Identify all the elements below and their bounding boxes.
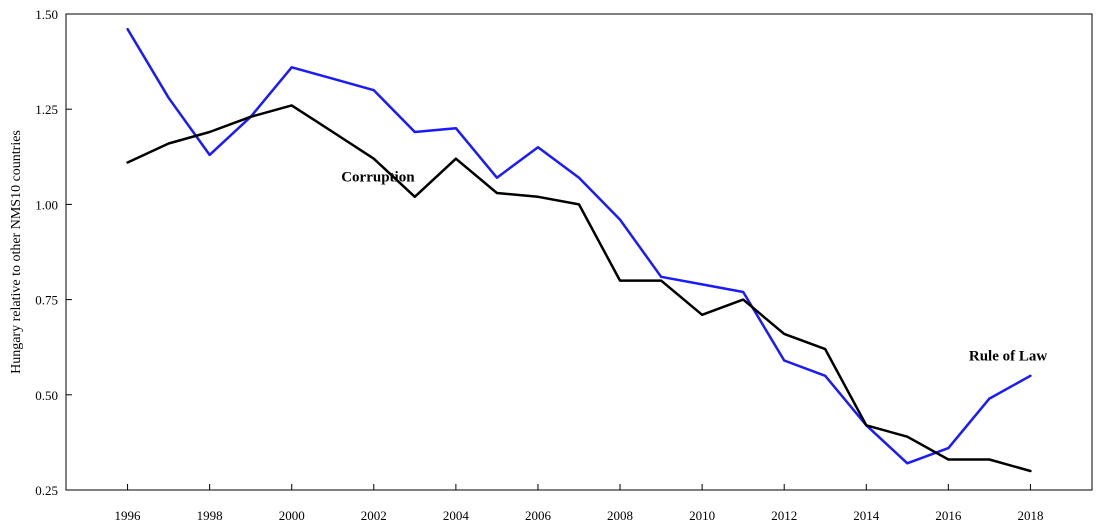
series-layer [126, 27, 1032, 473]
x-tick-label: 2016 [935, 508, 962, 523]
y-tick-label: 0.50 [35, 388, 58, 403]
y-axis-label: Hungary relative to other NMS10 countrie… [9, 130, 24, 374]
x-tick-label: 2012 [771, 508, 797, 523]
x-tick-label: 2002 [361, 508, 387, 523]
series-line-rule-of-law [126, 27, 1032, 465]
x-axis: 1996 1998 2000 2002 2004 2006 2008 2010 2012 2014… [115, 484, 1043, 523]
annotations: Corruption Rule of Law [341, 170, 1047, 365]
x-tick-label: 2018 [1017, 508, 1043, 523]
x-tick-label: 1998 [197, 508, 223, 523]
y-tick-label: 0.75 [35, 293, 58, 308]
y-tick-label: 1.25 [35, 102, 58, 117]
y-axis: 0.25 0.50 0.75 1.00 1.25 1.50 [35, 7, 72, 498]
plot-frame [65, 13, 1093, 491]
annotation-corruption: Corruption [341, 170, 415, 186]
y-tick-label: 1.50 [35, 7, 58, 22]
x-tick-label: 2008 [607, 508, 633, 523]
x-tick-label: 2010 [689, 508, 715, 523]
x-tick-label: 2014 [853, 508, 880, 523]
annotation-rule-of-law: Rule of Law [969, 349, 1048, 365]
x-tick-label: 1996 [115, 508, 142, 523]
y-tick-label: 0.25 [35, 483, 58, 498]
x-tick-label: 2000 [279, 508, 305, 523]
x-tick-label: 2004 [443, 508, 470, 523]
y-tick-label: 1.00 [35, 197, 58, 212]
x-tick-label: 2006 [525, 508, 552, 523]
series-line-corruption [126, 104, 1032, 473]
